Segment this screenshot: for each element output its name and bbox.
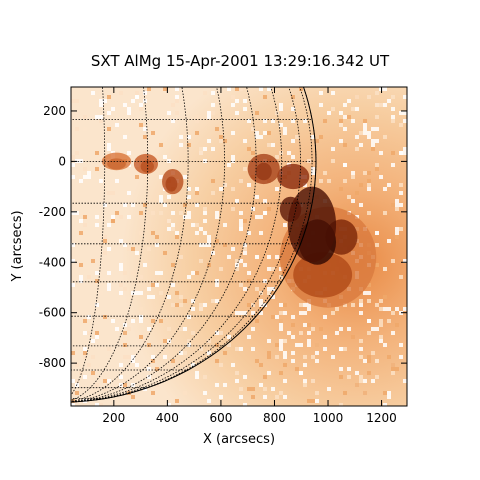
y-tick-label: 200: [43, 104, 66, 118]
y-tick-label: -200: [39, 205, 66, 219]
y-tick-label: 0: [58, 154, 66, 168]
plot-frame: [70, 86, 408, 407]
x-tick-label: 1200: [366, 411, 397, 425]
image-panel: [71, 87, 407, 406]
x-axis-label: X (arcsecs): [203, 432, 275, 447]
active-regions: [101, 152, 377, 308]
x-tick-label: 800: [263, 411, 286, 425]
y-axis-ticks: 200 0 -200 -400 -600 -800: [39, 104, 407, 370]
solar-limb: [71, 87, 317, 403]
y-tick-label: -600: [39, 306, 66, 320]
y-tick-label: -400: [39, 255, 66, 269]
chart-title: SXT AlMg 15-Apr-2001 13:29:16.342 UT: [91, 52, 390, 70]
x-tick-label: 600: [209, 411, 232, 425]
x-tick-label: 200: [102, 411, 125, 425]
x-tick-label: 1000: [313, 411, 344, 425]
x-axis-ticks: 200 400 600 800 1000 1200: [102, 87, 397, 425]
y-tick-label: -800: [39, 356, 66, 370]
x-tick-label: 400: [156, 411, 179, 425]
y-axis-label: Y (arcsecs): [10, 210, 25, 282]
